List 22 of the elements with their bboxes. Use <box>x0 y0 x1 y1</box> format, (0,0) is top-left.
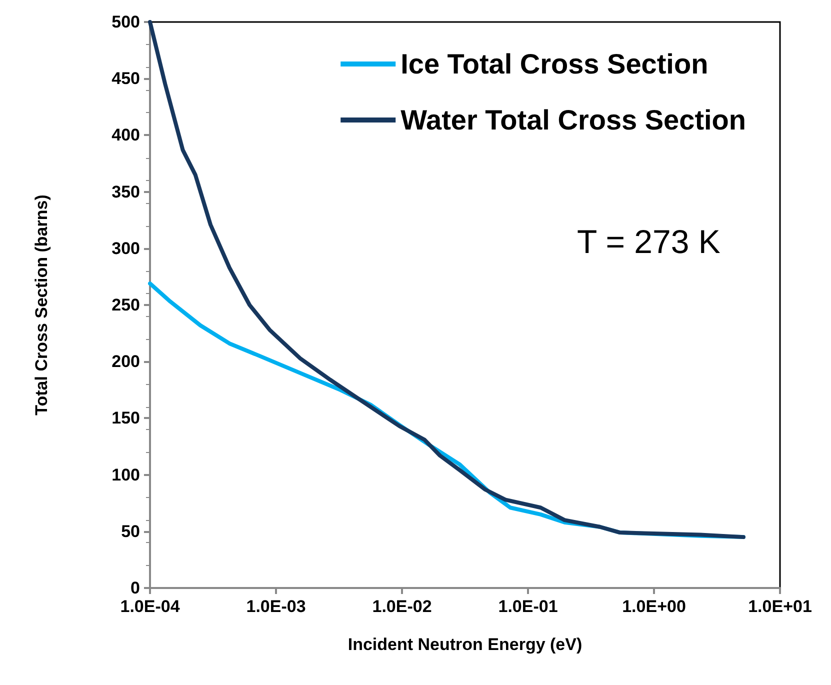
x-axis-title: Incident Neutron Energy (eV) <box>348 635 582 654</box>
x-tick-label: 1.0E-01 <box>498 597 558 616</box>
x-tick-label: 1.0E-02 <box>372 597 432 616</box>
x-tick-label: 1.0E-03 <box>246 597 306 616</box>
y-tick-label: 250 <box>112 296 140 314</box>
y-tick-label: 400 <box>112 126 140 145</box>
y-tick-label: 300 <box>112 238 140 258</box>
y-axis-title: Total Cross Section (barns) <box>32 194 51 416</box>
y-tick-label: 500 <box>112 12 140 32</box>
y-tick-label: 350 <box>112 182 140 202</box>
annotation: T = 273 K <box>576 223 720 260</box>
y-tick-label: 150 <box>112 408 140 428</box>
x-tick-label: 1.0E+01 <box>748 597 812 616</box>
legend-label: Water Total Cross Section <box>400 104 746 136</box>
y-tick-label: 200 <box>112 352 140 372</box>
x-tick-label: 1.0E-04 <box>120 597 180 616</box>
y-tick-label: 100 <box>112 465 140 484</box>
legend-label: Ice Total Cross Section <box>400 48 708 80</box>
y-tick-label: 50 <box>121 522 140 541</box>
y-tick-label: 450 <box>112 69 140 88</box>
x-tick-label: 1.0E+00 <box>622 597 686 616</box>
y-tick-label: 0 <box>130 578 140 598</box>
